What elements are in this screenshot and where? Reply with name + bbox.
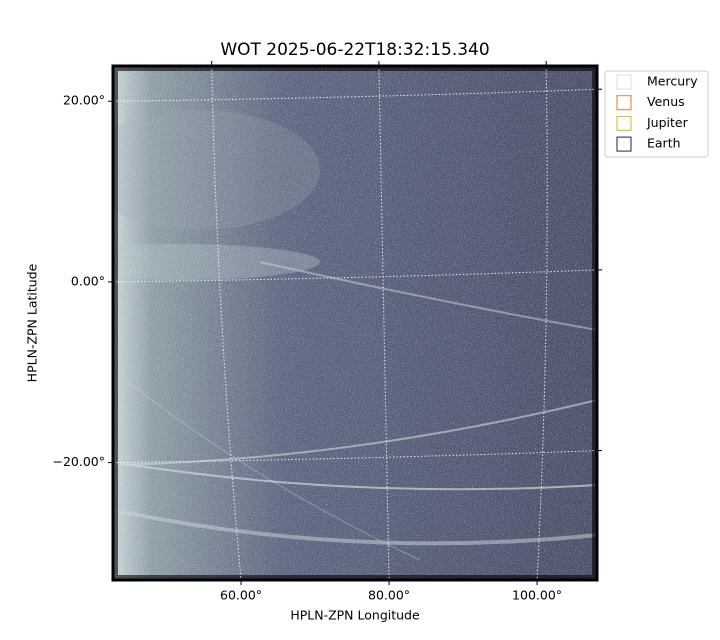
y-axis-label: HPLN-ZPN Latitude <box>25 263 40 382</box>
legend-label: Mercury <box>647 74 698 89</box>
legend-swatch <box>616 136 632 152</box>
solar-image <box>113 66 597 580</box>
y-tick-label: 20.00° <box>63 93 105 108</box>
x-tick-label: 80.00° <box>368 588 410 603</box>
y-tick-label: −20.00° <box>52 454 105 469</box>
grid-line <box>211 65 242 581</box>
plot-frame <box>111 64 599 582</box>
legend-swatch <box>616 95 632 111</box>
x-tick-label: 100.00° <box>512 588 562 603</box>
legend-box <box>604 70 709 158</box>
legend-label: Jupiter <box>646 115 689 130</box>
grid <box>112 65 598 581</box>
x-axis-label: HPLN-ZPN Longitude <box>290 608 420 623</box>
grid-line <box>112 450 598 464</box>
grid-line <box>378 65 390 581</box>
chart-title: WOT 2025-06-22T18:32:15.340 <box>220 40 489 60</box>
legend-swatch <box>616 115 632 131</box>
grid-line <box>536 65 548 581</box>
grid-line <box>112 88 598 102</box>
legend: Mercury Venus Jupiter Earth <box>604 70 709 158</box>
x-tick-label: 60.00° <box>220 588 262 603</box>
grid-line <box>112 269 598 283</box>
legend-swatch <box>616 74 632 90</box>
legend-label: Earth <box>647 136 681 151</box>
y-tick-label: 0.00° <box>71 273 105 288</box>
legend-label: Venus <box>647 94 685 109</box>
